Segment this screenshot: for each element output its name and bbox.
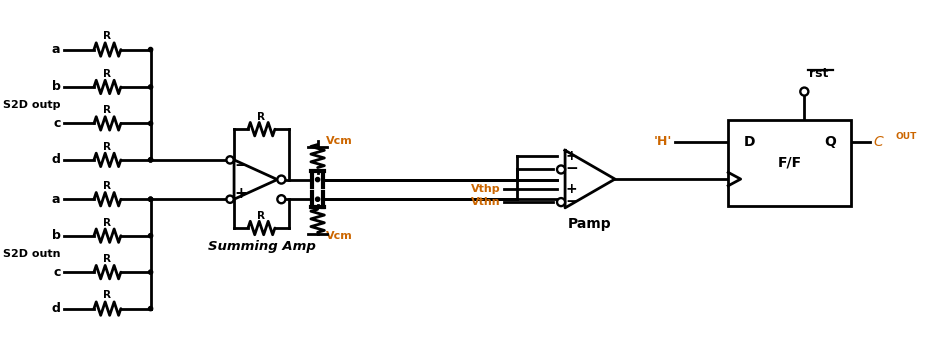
Circle shape [800,88,808,96]
Text: R: R [103,142,112,152]
Text: b: b [52,80,60,93]
Text: Vthn: Vthn [470,197,500,207]
Text: Q: Q [824,135,836,149]
Text: F/F: F/F [777,156,802,170]
Circle shape [148,85,153,89]
Text: +: + [566,182,577,196]
Text: R: R [103,254,112,264]
Circle shape [148,121,153,126]
Text: R: R [257,112,266,122]
Text: R: R [103,218,112,228]
Circle shape [148,307,153,311]
Text: R: R [103,31,112,41]
Text: c: c [53,117,60,130]
Text: 'H': 'H' [654,135,672,148]
Text: $C$: $C$ [873,135,885,149]
Text: S2D outn: S2D outn [3,249,60,259]
Circle shape [277,195,285,203]
Circle shape [148,197,153,201]
Text: c: c [53,266,60,279]
Text: +: + [235,186,247,201]
Text: OUT: OUT [895,132,916,142]
Text: Pamp: Pamp [568,216,612,231]
Circle shape [148,270,153,274]
Text: −: − [235,158,247,173]
Text: Vthp: Vthp [470,184,500,194]
Text: d: d [52,302,60,315]
Text: −: − [565,161,578,176]
Text: D: D [744,135,755,149]
Circle shape [148,197,153,201]
Text: +: + [566,149,577,163]
Circle shape [557,198,565,206]
Circle shape [148,158,153,162]
Circle shape [557,165,565,173]
Text: R: R [103,69,112,79]
Circle shape [148,233,153,238]
Circle shape [316,197,320,201]
Text: S2D outp: S2D outp [3,100,60,110]
Text: R: R [103,290,112,300]
Circle shape [316,177,320,182]
Text: b: b [52,229,60,242]
Text: R: R [257,211,266,221]
Text: −: − [565,194,578,209]
Text: rst: rst [809,67,828,80]
Circle shape [226,156,234,164]
Text: d: d [52,153,60,167]
Text: a: a [52,193,60,206]
Text: Vcm: Vcm [326,231,353,241]
Text: Vcm: Vcm [326,136,353,146]
Text: R: R [103,105,112,115]
Bar [728,119,851,206]
Circle shape [148,47,153,52]
Text: a: a [52,43,60,56]
Text: Summing Amp: Summing Amp [208,240,316,253]
Circle shape [277,176,285,184]
Circle shape [148,158,153,162]
Circle shape [226,195,234,203]
Text: R: R [103,181,112,191]
